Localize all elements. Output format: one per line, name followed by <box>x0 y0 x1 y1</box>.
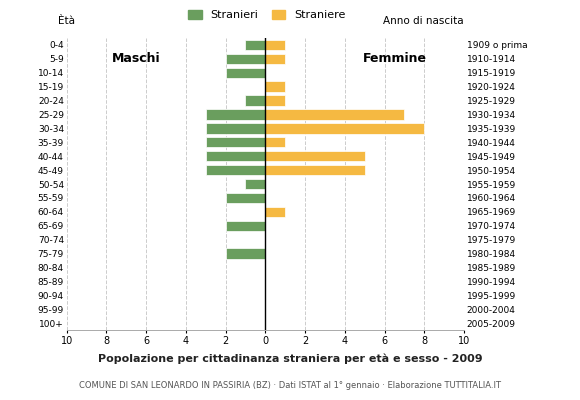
Text: Femmine: Femmine <box>362 52 426 65</box>
Bar <box>206 151 266 162</box>
Bar <box>226 248 266 259</box>
Bar <box>266 137 285 148</box>
Bar <box>266 40 285 50</box>
Bar <box>226 193 266 203</box>
Bar <box>266 109 404 120</box>
Bar <box>226 68 266 78</box>
Bar <box>266 123 425 134</box>
Bar <box>266 82 285 92</box>
Bar <box>206 165 266 175</box>
Text: Ètà: Ètà <box>58 16 75 26</box>
Text: Anno di nascita: Anno di nascita <box>383 16 464 26</box>
Bar <box>245 179 266 189</box>
Bar <box>226 54 266 64</box>
Text: Maschi: Maschi <box>112 52 161 65</box>
Bar <box>266 95 285 106</box>
Text: COMUNE DI SAN LEONARDO IN PASSIRIA (BZ) · Dati ISTAT al 1° gennaio · Elaborazion: COMUNE DI SAN LEONARDO IN PASSIRIA (BZ) … <box>79 381 501 390</box>
Bar <box>245 95 266 106</box>
Bar <box>226 220 266 231</box>
Legend: Stranieri, Straniere: Stranieri, Straniere <box>184 6 350 24</box>
Bar <box>266 165 365 175</box>
Bar <box>266 54 285 64</box>
Text: Popolazione per cittadinanza straniera per età e sesso - 2009: Popolazione per cittadinanza straniera p… <box>97 354 483 364</box>
Bar <box>206 137 266 148</box>
Bar <box>206 123 266 134</box>
Bar <box>266 151 365 162</box>
Bar <box>206 109 266 120</box>
Bar <box>245 40 266 50</box>
Bar <box>266 206 285 217</box>
